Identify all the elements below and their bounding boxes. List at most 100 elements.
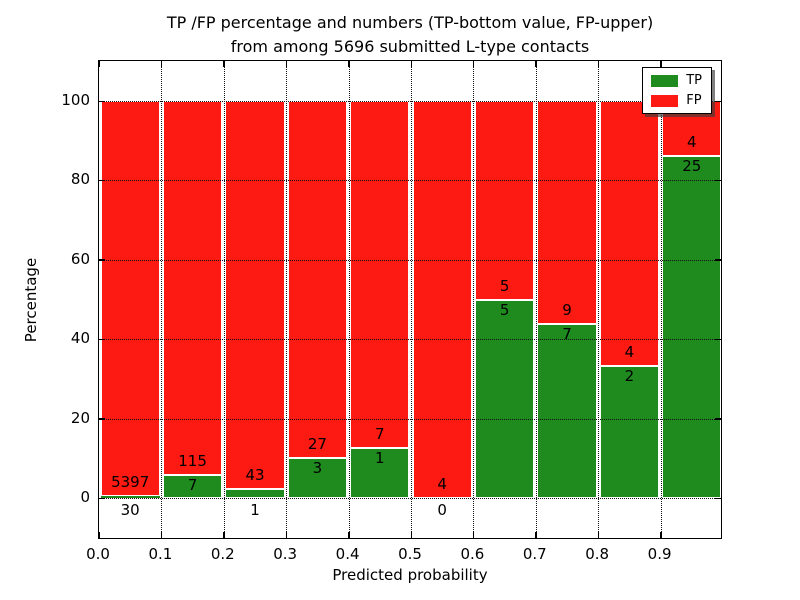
tp-count-label: 5: [499, 300, 510, 319]
vertical-gridline: [161, 61, 163, 538]
x-tick-mark: [410, 61, 412, 67]
horizontal-gridline: [99, 101, 721, 102]
y-tick-mark: [715, 100, 721, 102]
tp-count-label: 0: [437, 501, 447, 519]
y-tick-mark: [715, 418, 721, 420]
fp-bar-segment: [412, 101, 472, 498]
fp-count-label: 5: [499, 276, 510, 295]
legend: TP FP: [642, 67, 712, 114]
x-tick-label: 0.9: [647, 545, 672, 563]
fp-bar-segment: [350, 101, 410, 449]
y-tick-mark: [99, 418, 105, 420]
y-tick-label: 60: [70, 249, 90, 268]
horizontal-gridline: [99, 339, 721, 341]
y-tick-label: 40: [70, 329, 90, 348]
x-tick-mark: [472, 61, 475, 67]
x-tick-mark: [472, 532, 475, 538]
chart-title-line1: TP /FP percentage and numbers (TP-bottom…: [166, 13, 654, 32]
horizontal-gridline: [99, 180, 721, 182]
fp-bar-segment: [162, 101, 223, 476]
vertical-gridline: [348, 61, 350, 538]
fp-count-label: 7: [375, 425, 385, 444]
y-tick-mark: [715, 338, 721, 341]
plot-area: TP FP 5397 30 115 7 43 1 27 3 7 1 4 0 5 5 9 7 4 2 4 25: [98, 60, 722, 539]
tp-legend-label: TP: [686, 73, 702, 88]
x-tick-label: 0.1: [148, 545, 173, 563]
tp-bar-segment: [474, 299, 535, 498]
y-tick-label: 0: [80, 488, 90, 506]
legend-item-fp: FP: [651, 93, 702, 108]
x-tick-label: 0.6: [460, 545, 485, 563]
tp-count-label: 1: [250, 501, 260, 519]
vertical-gridline: [286, 61, 288, 538]
y-tick-mark: [99, 497, 105, 499]
y-tick-mark: [715, 179, 721, 182]
tp-count-label: 30: [120, 501, 140, 519]
tp-count-label: 3: [312, 459, 323, 478]
y-tick-label: 100: [61, 91, 90, 109]
tp-count-label: 7: [562, 325, 572, 344]
tp-count-label: 1: [375, 449, 385, 468]
y-tick-mark: [99, 100, 105, 102]
horizontal-gridline: [99, 418, 721, 420]
fp-legend-swatch: [651, 94, 679, 107]
x-tick-label: 0.5: [398, 545, 422, 563]
chart-title: TP /FP percentage and numbers (TP-bottom…: [10, 11, 800, 59]
x-tick-mark: [98, 532, 100, 538]
x-tick-label: 0.0: [86, 545, 110, 563]
y-tick-mark: [99, 338, 105, 341]
tp-bar-segment: [350, 448, 410, 498]
x-tick-mark: [98, 61, 100, 67]
vertical-gridline: [473, 61, 475, 538]
chart-title-line2: from among 5696 submitted L-type contact…: [230, 37, 590, 56]
x-tick-label: 0.2: [210, 545, 235, 563]
x-tick-mark: [535, 532, 537, 538]
tp-bar-segment: [162, 475, 223, 498]
x-tick-mark: [660, 61, 662, 67]
tp-bar-segment: [662, 155, 722, 498]
vertical-gridline: [660, 61, 662, 538]
tp-count-label: 2: [624, 366, 635, 385]
y-tick-mark: [99, 179, 105, 182]
y-axis-label: Percentage: [22, 257, 40, 343]
y-tick-mark: [715, 259, 721, 261]
vertical-gridline: [411, 61, 412, 538]
fp-legend-label: FP: [686, 93, 702, 108]
fp-count-label: 9: [562, 301, 572, 320]
tp-bar-segment: [599, 365, 660, 498]
x-tick-label: 0.7: [522, 545, 547, 563]
vertical-gridline: [598, 61, 600, 538]
fp-count-label: 27: [307, 435, 327, 454]
legend-item-tp: TP: [651, 73, 702, 88]
fp-count-label: 5397: [111, 472, 150, 491]
x-tick-mark: [348, 532, 350, 538]
x-tick-mark: [597, 61, 600, 67]
fp-bar-segment: [474, 101, 535, 300]
x-tick-mark: [597, 532, 600, 538]
vertical-gridline: [223, 61, 225, 538]
fp-bar-segment: [100, 101, 160, 496]
fp-count-label: 4: [687, 132, 697, 151]
tp-legend-swatch: [651, 74, 679, 87]
x-tick-mark: [223, 61, 225, 67]
x-tick-label: 0.3: [273, 545, 298, 563]
fp-bar-segment: [225, 101, 285, 489]
x-tick-mark: [285, 532, 288, 538]
tp-bar-segment: [225, 488, 285, 498]
horizontal-gridline: [99, 498, 721, 499]
vertical-gridline: [535, 61, 537, 538]
fp-count-label: 115: [178, 452, 207, 471]
fp-bar-segment: [537, 101, 597, 325]
x-tick-mark: [410, 532, 412, 538]
y-tick-mark: [99, 259, 105, 261]
x-tick-mark: [223, 532, 225, 538]
tp-count-label: 7: [187, 476, 198, 495]
x-tick-mark: [160, 532, 163, 538]
fp-count-label: 4: [624, 342, 635, 361]
x-axis-label: Predicted probability: [332, 566, 488, 584]
y-tick-label: 80: [70, 170, 90, 189]
x-tick-mark: [348, 61, 350, 67]
y-tick-mark: [715, 497, 721, 499]
horizontal-gridline: [99, 259, 721, 261]
